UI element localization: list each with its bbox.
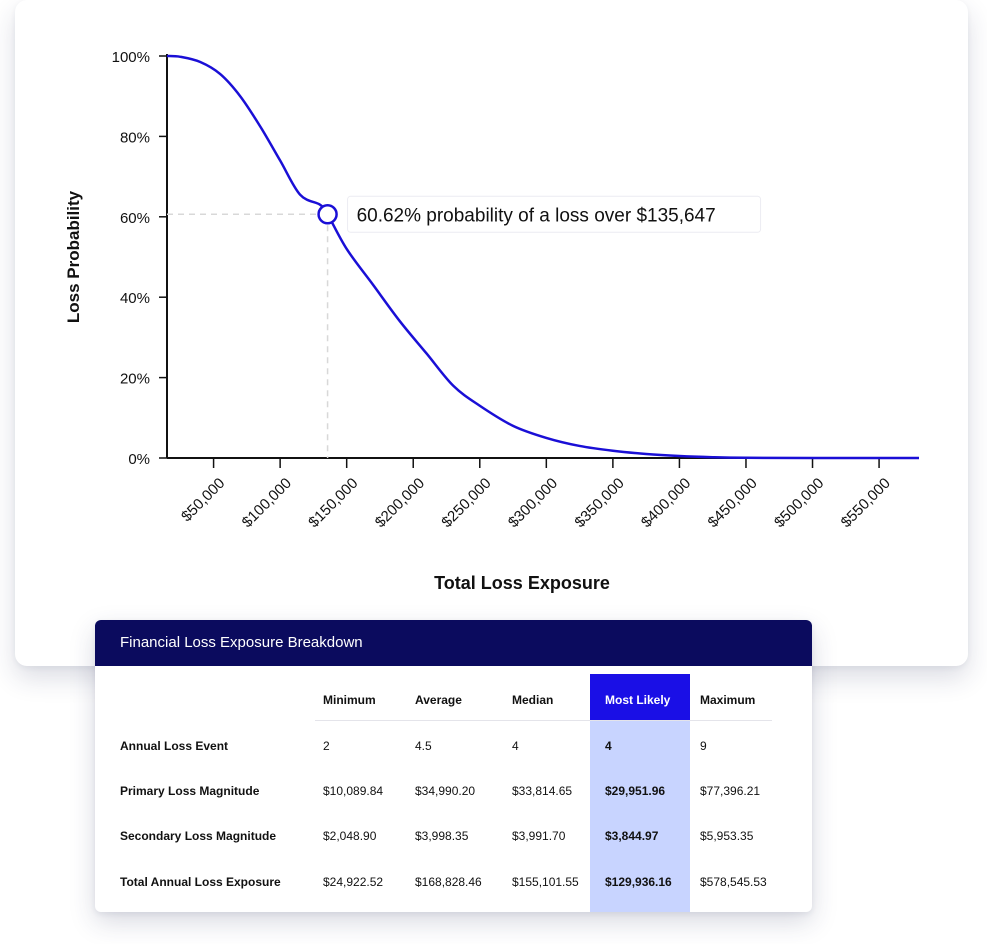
- table-cell: $578,545.53: [700, 875, 767, 889]
- x-tick-label: $200,000: [372, 475, 428, 531]
- y-tick-label: 20%: [120, 371, 150, 388]
- annotation-label-box: [347, 195, 762, 233]
- table-cell: 4: [512, 739, 519, 753]
- x-tick-label: $300,000: [505, 475, 561, 531]
- table-cell-most-likely: $29,951.96: [605, 784, 666, 798]
- x-tick-label: $350,000: [571, 475, 627, 531]
- table-cell: $10,089.84: [323, 784, 384, 798]
- table-cell-most-likely: $129,936.16: [605, 875, 672, 889]
- y-tick-label: 80%: [120, 129, 150, 146]
- loss-breakdown-table: Financial Loss Exposure Breakdown Minimu…: [95, 620, 812, 912]
- y-tick-label: 100%: [112, 49, 150, 66]
- chart-card: 100% 80% 60% 40% 20% 0% $50,000 $100,000 $150,00…: [15, 0, 968, 666]
- x-tick-label: $100,000: [239, 475, 295, 531]
- x-tick-label: $400,000: [638, 475, 694, 531]
- loss-exceedance-curve: [166, 54, 920, 460]
- table-cell-most-likely: $3,844.97: [605, 829, 659, 843]
- table-cell: $2,048.90: [323, 829, 377, 843]
- x-tick-label: $50,000: [178, 475, 228, 525]
- col-head-median: Median: [512, 693, 554, 707]
- table-cell: $33,814.65: [512, 784, 573, 798]
- table-title: Financial Loss Exposure Breakdown: [95, 620, 812, 666]
- col-head-most-likely: Most Likely: [605, 693, 671, 707]
- col-head-average: Average: [415, 693, 462, 707]
- table-cell: 2: [323, 739, 330, 753]
- table-cell-most-likely: 4: [605, 739, 612, 753]
- y-tick-label: 40%: [120, 290, 150, 307]
- table-cell: $3,991.70: [512, 829, 566, 843]
- loss-exceedance-chart: 100% 80% 60% 40% 20% 0% $50,000 $100,000 $150,00…: [64, 49, 920, 593]
- annotation-label: 60.62% probability of a loss over $135,6…: [357, 205, 716, 226]
- header-divider: [315, 720, 772, 721]
- table-cell: $155,101.55: [512, 875, 579, 889]
- x-axis-title: Total Loss Exposure: [434, 573, 610, 593]
- annotation-point: [317, 204, 338, 225]
- table-cell: $168,828.46: [415, 875, 482, 889]
- table-cell: $5,953.35: [700, 829, 754, 843]
- most-likely-column-header-bg: [590, 674, 690, 720]
- table-cell: 9: [700, 739, 707, 753]
- table-cell: $34,990.20: [415, 784, 476, 798]
- row-label-primary-loss-magnitude: Primary Loss Magnitude: [120, 784, 260, 798]
- x-tick-label: $550,000: [838, 475, 894, 531]
- y-tick-label: 60%: [120, 210, 150, 227]
- col-head-minimum: Minimum: [323, 693, 376, 707]
- table-cell: $24,922.52: [323, 875, 384, 889]
- x-tick-label: $250,000: [438, 475, 494, 531]
- x-tick-label: $450,000: [705, 475, 761, 531]
- row-label-annual-loss-event: Annual Loss Event: [120, 739, 229, 753]
- table-cell: $77,396.21: [700, 784, 761, 798]
- y-axis-title: Loss Probability: [64, 190, 83, 323]
- row-label-secondary-loss-magnitude: Secondary Loss Magnitude: [120, 829, 277, 843]
- x-tick-label: $150,000: [305, 475, 361, 531]
- col-head-maximum: Maximum: [700, 693, 756, 707]
- row-label-total-annual-loss-exposure: Total Annual Loss Exposure: [120, 875, 281, 889]
- y-tick-label: 0%: [128, 451, 150, 468]
- table-cell: 4.5: [415, 739, 432, 753]
- table-cell: $3,998.35: [415, 829, 469, 843]
- x-tick-label: $500,000: [771, 475, 827, 531]
